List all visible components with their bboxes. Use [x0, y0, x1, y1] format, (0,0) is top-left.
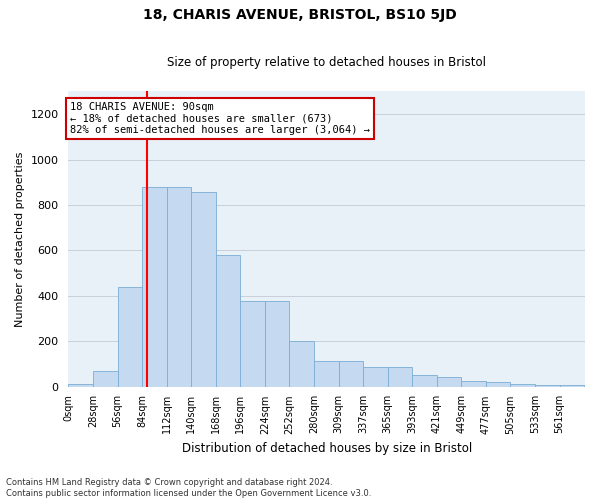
- Bar: [511, 384, 535, 386]
- Bar: [289, 341, 314, 386]
- Text: Contains HM Land Registry data © Crown copyright and database right 2024.
Contai: Contains HM Land Registry data © Crown c…: [6, 478, 371, 498]
- Y-axis label: Number of detached properties: Number of detached properties: [15, 152, 25, 326]
- Bar: [412, 375, 437, 386]
- Bar: [437, 378, 461, 386]
- Bar: [388, 366, 412, 386]
- Title: Size of property relative to detached houses in Bristol: Size of property relative to detached ho…: [167, 56, 486, 70]
- Bar: [216, 256, 241, 386]
- X-axis label: Distribution of detached houses by size in Bristol: Distribution of detached houses by size …: [182, 442, 472, 455]
- Bar: [338, 361, 363, 386]
- Bar: [118, 288, 142, 386]
- Bar: [241, 300, 265, 386]
- Bar: [314, 361, 338, 386]
- Bar: [461, 381, 486, 386]
- Bar: [68, 384, 93, 386]
- Text: 18, CHARIS AVENUE, BRISTOL, BS10 5JD: 18, CHARIS AVENUE, BRISTOL, BS10 5JD: [143, 8, 457, 22]
- Bar: [363, 366, 388, 386]
- Text: 18 CHARIS AVENUE: 90sqm
← 18% of detached houses are smaller (673)
82% of semi-d: 18 CHARIS AVENUE: 90sqm ← 18% of detache…: [70, 102, 370, 135]
- Bar: [486, 382, 511, 386]
- Bar: [167, 188, 191, 386]
- Bar: [265, 302, 289, 386]
- Bar: [142, 187, 167, 386]
- Bar: [191, 192, 216, 386]
- Bar: [93, 372, 118, 386]
